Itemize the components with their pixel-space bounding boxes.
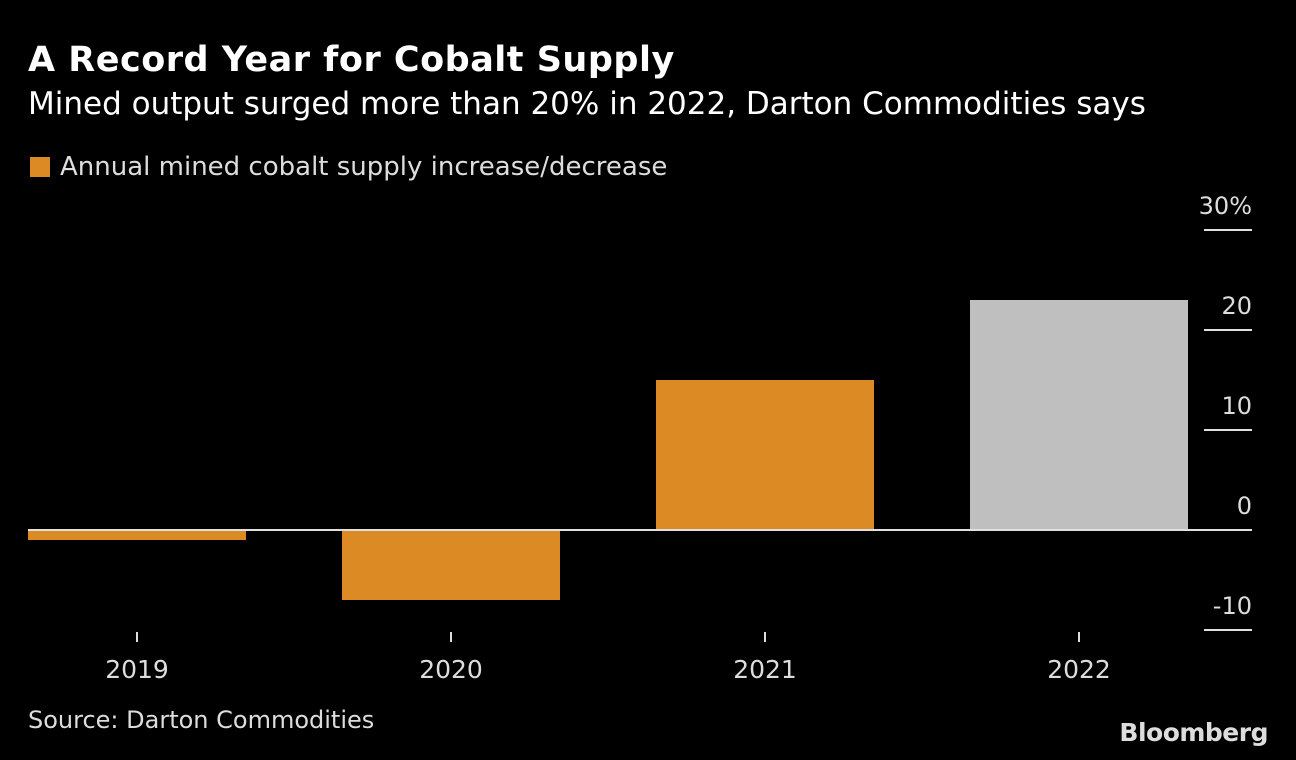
chart-title: A Record Year for Cobalt Supply — [28, 40, 675, 80]
legend-swatch — [30, 157, 50, 177]
x-tick-label: 2019 — [105, 655, 169, 684]
chart-subtitle: Mined output surged more than 20% in 202… — [28, 86, 1146, 122]
y-tick-label: 0 — [1237, 492, 1252, 520]
legend: Annual mined cobalt supply increase/decr… — [30, 152, 667, 182]
y-tick-label: 20 — [1221, 292, 1252, 320]
x-tick-label: 2022 — [1047, 655, 1111, 684]
source-note: Source: Darton Commodities — [28, 706, 375, 734]
bar-2019 — [28, 530, 246, 540]
bar-2022 — [970, 300, 1188, 530]
y-tick-label: 30% — [1199, 192, 1252, 220]
y-tick-label: 10 — [1221, 392, 1252, 420]
x-tick-label: 2021 — [733, 655, 797, 684]
bloomberg-logo: Bloomberg — [1119, 718, 1268, 747]
y-tick-label: -10 — [1213, 592, 1252, 620]
x-tick-label: 2020 — [419, 655, 483, 684]
bar-2021 — [656, 380, 874, 530]
legend-label: Annual mined cobalt supply increase/decr… — [60, 152, 668, 182]
bar-2020 — [342, 530, 560, 600]
